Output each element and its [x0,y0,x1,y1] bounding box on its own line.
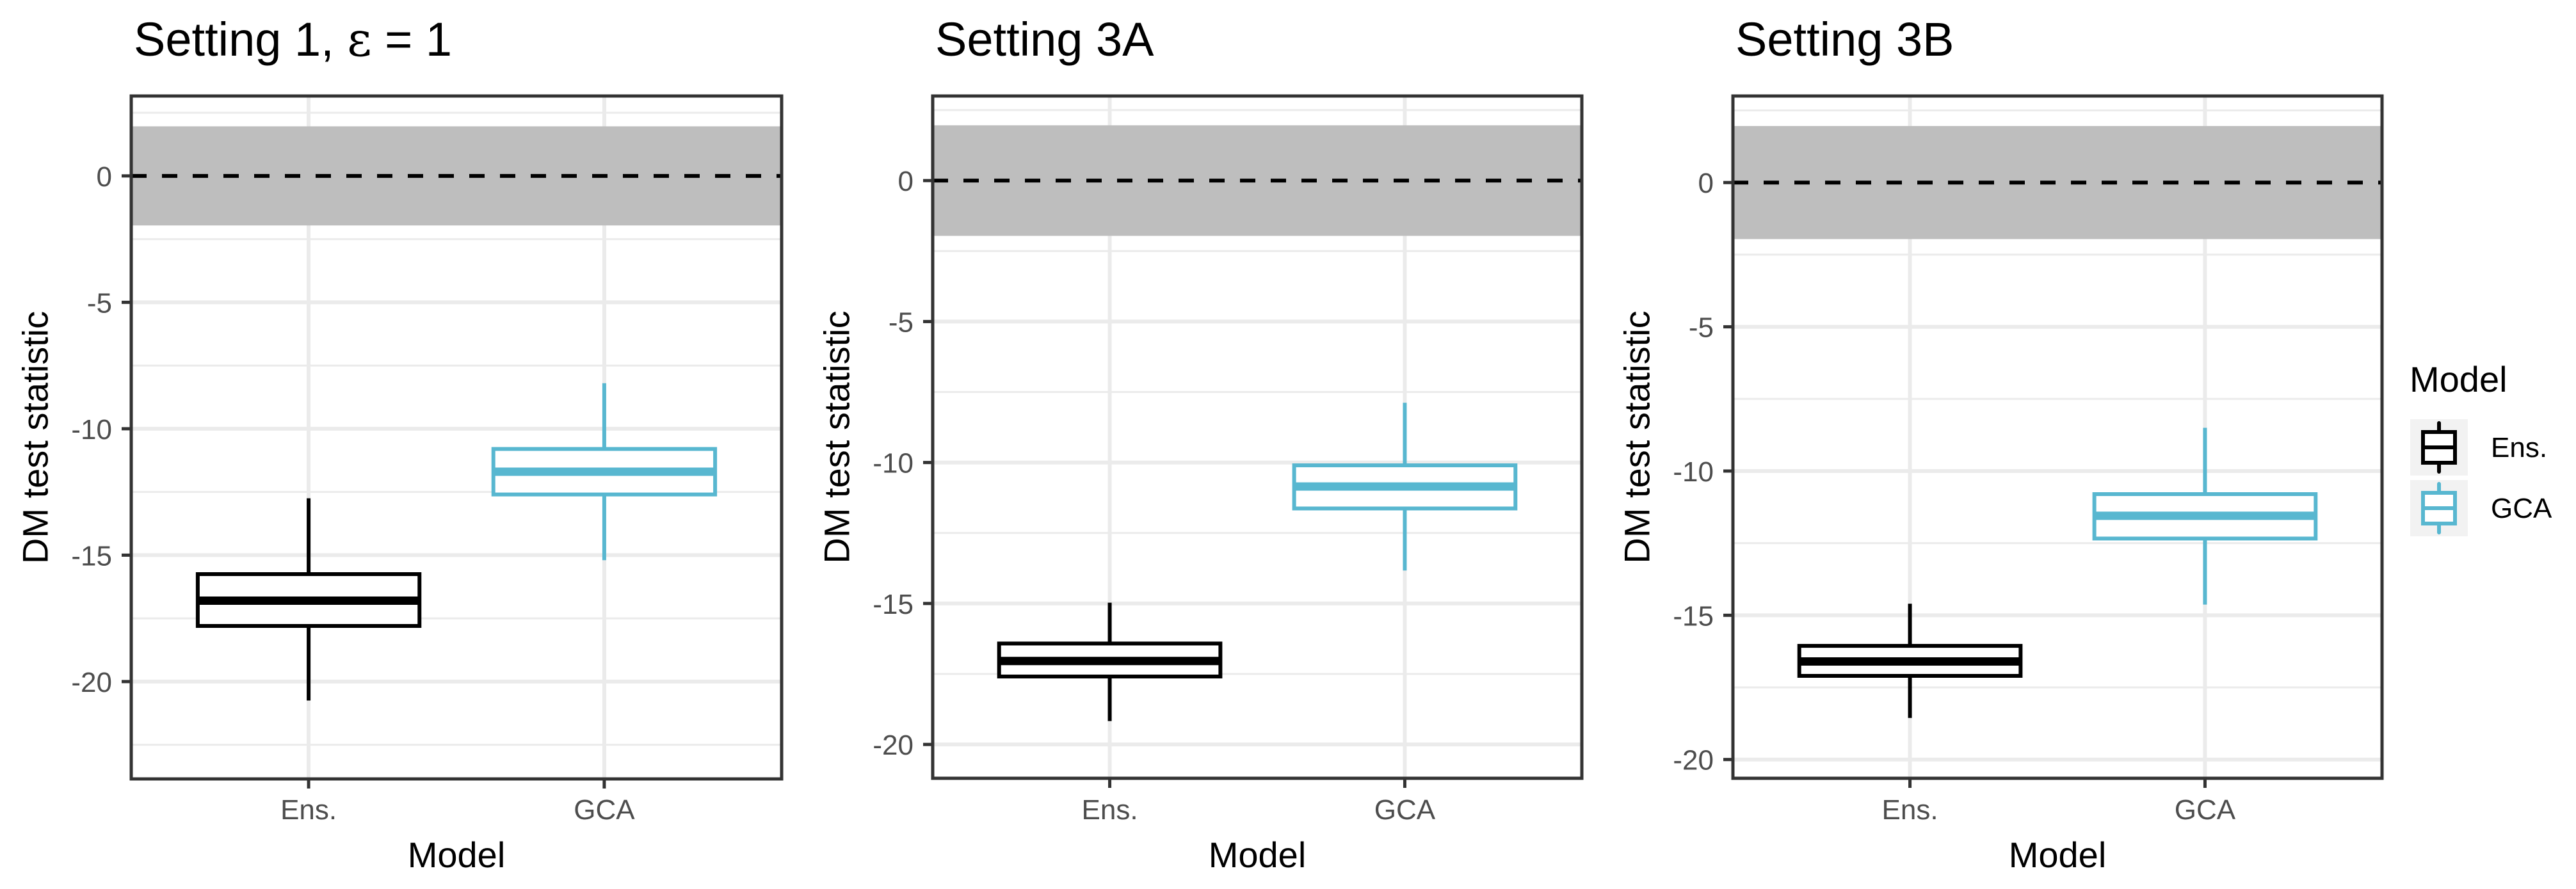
legend-boxplot-icon [2421,482,2457,534]
x-tick-label: Ens. [1882,794,1938,826]
legend-boxplot-icon [2421,421,2457,474]
legend-item-gca: GCA [2410,480,2552,536]
boxplot-gca [1292,403,1518,571]
y-tick-label: -20 [71,667,112,698]
boxplot-ens [1797,604,2023,718]
y-tick-label: -15 [873,589,914,620]
x-tick-label: GCA [574,794,635,826]
y-tick-label: -5 [889,307,914,338]
legend: Model Ens. GCA [2410,359,2552,536]
y-tick-label: -5 [1689,312,1714,344]
y-tick-label: -10 [71,414,112,445]
x-axis-title: Model [1209,835,1307,875]
significance-band [1733,125,2382,239]
y-tick-label: -5 [87,287,112,319]
x-tick-label: Ens. [1082,794,1138,826]
panel-border [931,94,1584,780]
x-tick-label: GCA [1374,794,1436,826]
y-axis-title: DM test statistic [1617,310,1657,563]
legend-label-gca: GCA [2491,493,2552,524]
title-text: Setting 1, [134,13,347,66]
y-tick-label: -15 [71,540,112,572]
legend-title: Model [2410,359,2508,399]
x-tick-label: Ens. [280,794,337,826]
x-axis-title: Model [408,835,506,875]
title-text: Setting 3A [935,13,1154,66]
significance-band [933,125,1582,236]
panel-title: Setting 1, ε = 1 [134,12,452,67]
y-tick-label: -20 [1673,745,1714,776]
panel-border [129,94,784,781]
y-axis-title: DM test statistic [15,311,56,564]
y-tick-label: -15 [1673,600,1714,632]
legend-label-ens: Ens. [2491,432,2547,463]
panel-title: Setting 3B [1735,13,1954,66]
boxplot-gca [2092,428,2318,605]
x-tick-label: GCA [2175,794,2236,826]
epsilon-symbol: ε [347,12,371,67]
panel-3: 0 -5 -10 -15 -20 Ens. GCA Model DM test statisti… [1617,13,2384,875]
y-tick-label: 0 [97,161,112,193]
y-tick-label: -10 [1673,456,1714,488]
significance-band [131,126,782,226]
boxplot-gca [491,383,718,561]
y-axis-title: DM test statistic [817,310,857,563]
boxplot-ens [195,498,422,701]
panel-1: 0 -5 -10 -15 -20 Ens. GCA Model DM test statisti… [15,12,784,875]
y-tick-label: 0 [1698,168,1714,199]
legend-item-ens: Ens. [2410,419,2547,476]
x-axis-title: Model [2009,835,2107,875]
panel-border [1731,94,2384,780]
boxplot-ens [997,602,1223,721]
title-text: Setting 3B [1735,13,1954,66]
title-text: = 1 [372,13,453,66]
panel-2: 0 -5 -10 -15 -20 Ens. GCA Model DM test statisti… [817,13,1584,875]
y-tick-label: 0 [898,166,914,197]
panel-title: Setting 3A [935,13,1154,66]
y-tick-label: -10 [873,448,914,479]
y-tick-label: -20 [873,730,914,761]
